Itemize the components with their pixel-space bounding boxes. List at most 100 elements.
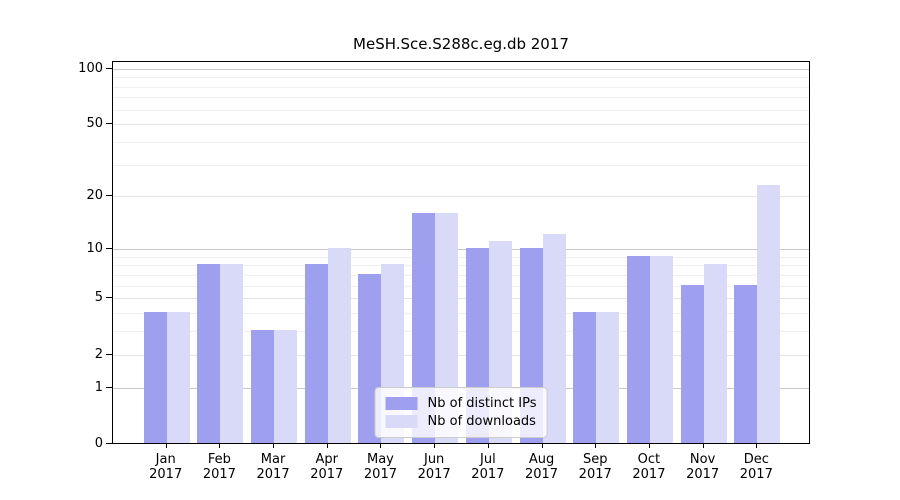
x-tick-2 <box>219 444 221 448</box>
x-tick-label-2: Feb 2017 <box>191 452 247 482</box>
x-tick-label-line: 2017 <box>256 467 290 482</box>
x-tick-label-line: 2017 <box>310 467 344 482</box>
y-tick-5 <box>106 297 112 299</box>
legend-swatch-downloads <box>385 415 418 428</box>
gridline-10 <box>113 248 809 250</box>
y-tick-label-100: 100 <box>78 60 103 76</box>
y-tick-2 <box>106 353 112 355</box>
x-tick-label-12: Dec 2017 <box>728 452 784 482</box>
bar-apr-2017-ips <box>304 264 328 443</box>
x-tick-10 <box>648 444 650 448</box>
x-tick-label-line: 2017 <box>739 467 773 482</box>
x-tick-label-3: Mar 2017 <box>245 452 301 482</box>
gridline-9 <box>113 256 809 258</box>
gridline-5 <box>113 298 809 300</box>
x-tick-label-line: Apr <box>315 452 339 467</box>
y-tick-1 <box>106 386 112 388</box>
x-tick-label-line: 2017 <box>686 467 720 482</box>
y-tick-20 <box>106 195 112 197</box>
bar-feb-2017-downloads <box>220 264 244 443</box>
bar-dec-2017-downloads <box>757 184 781 443</box>
x-tick-label-line: Nov <box>689 452 716 467</box>
bar-oct-2017-ips <box>626 255 650 443</box>
gridline-7 <box>113 274 809 276</box>
x-tick-label-7: Jul 2017 <box>460 452 516 482</box>
x-tick-label-line: 2017 <box>578 467 612 482</box>
x-tick-label-9: Sep 2017 <box>567 452 623 482</box>
x-tick-label-4: Apr 2017 <box>299 452 355 482</box>
bar-oct-2017-downloads <box>649 255 673 443</box>
x-tick-12 <box>756 444 758 448</box>
x-tick-4 <box>326 444 328 448</box>
gridline-3 <box>113 331 809 333</box>
x-tick-3 <box>273 444 275 448</box>
y-tick-100 <box>106 67 112 69</box>
gridline-80 <box>113 86 809 88</box>
x-tick-8 <box>541 444 543 448</box>
bar-nov-2017-downloads <box>703 264 727 443</box>
x-tick-9 <box>595 444 597 448</box>
x-tick-label-line: Jan <box>155 452 176 467</box>
bar-jun-2017-downloads <box>435 212 459 443</box>
gridline-8 <box>113 265 809 267</box>
x-tick-label-11: Nov 2017 <box>675 452 731 482</box>
bar-sep-2017-ips <box>573 312 597 443</box>
bar-dec-2017-ips <box>734 284 758 443</box>
gridline-70 <box>113 97 809 99</box>
gridline-20 <box>113 196 809 198</box>
bar-mar-2017-ips <box>251 330 275 443</box>
y-tick-label-0: 0 <box>94 436 103 451</box>
legend-item-downloads: Nb of downloads <box>385 414 537 429</box>
gridline-40 <box>113 141 809 143</box>
y-tick-label-5: 5 <box>94 290 103 306</box>
x-tick-label-line: Feb <box>207 452 231 467</box>
gridline-60 <box>113 109 809 111</box>
x-tick-label-line: 2017 <box>202 467 236 482</box>
legend-label-distinct-ips: Nb of distinct IPs <box>427 396 537 411</box>
x-tick-label-line: Sep <box>582 452 608 467</box>
x-tick-label-line: Dec <box>743 452 769 467</box>
plot-area: Nb of distinct IPs Nb of downloads <box>112 61 810 444</box>
x-tick-label-line: 2017 <box>524 467 559 482</box>
legend-item-distinct-ips: Nb of distinct IPs <box>385 396 537 411</box>
y-tick-10 <box>106 247 112 249</box>
gridline-6 <box>113 285 809 287</box>
x-tick-label-line: 2017 <box>471 467 505 482</box>
bar-jan-2017-downloads <box>166 312 190 443</box>
gridline-4 <box>113 313 809 315</box>
y-tick-label-20: 20 <box>86 188 103 204</box>
y-tick-label-50: 50 <box>86 116 103 132</box>
x-tick-7 <box>487 444 489 448</box>
bar-feb-2017-ips <box>197 264 221 443</box>
legend-label-downloads: Nb of downloads <box>427 414 536 429</box>
x-tick-label-line: Aug <box>528 452 555 467</box>
bar-aug-2017-downloads <box>542 234 566 443</box>
x-tick-label-1: Jan 2017 <box>138 452 194 482</box>
x-tick-label-line: 2017 <box>363 467 397 482</box>
x-tick-label-line: 2017 <box>149 467 183 482</box>
bar-mar-2017-downloads <box>274 330 298 443</box>
x-tick-label-line: Jun <box>423 452 445 467</box>
legend-swatch-distinct-ips <box>385 397 418 410</box>
bar-sep-2017-downloads <box>596 312 620 443</box>
gridline-30 <box>113 164 809 166</box>
gridline-50 <box>113 124 809 126</box>
x-tick-label-10: Oct 2017 <box>621 452 677 482</box>
x-tick-label-8: Aug 2017 <box>514 452 570 482</box>
x-tick-label-5: May 2017 <box>352 452 408 482</box>
x-tick-label-line: May <box>367 452 394 467</box>
x-tick-6 <box>434 444 436 448</box>
y-tick-50 <box>106 123 112 125</box>
bar-jan-2017-ips <box>143 312 167 443</box>
bar-nov-2017-ips <box>680 284 704 443</box>
gridline-2 <box>113 354 809 356</box>
chart-title: MeSH.Sce.S288c.eg.db 2017 <box>353 35 569 53</box>
x-tick-5 <box>380 444 382 448</box>
gridline-100 <box>113 68 809 70</box>
bar-jun-2017-ips <box>412 212 436 443</box>
y-tick-label-2: 2 <box>94 346 103 362</box>
x-tick-label-line: 2017 <box>417 467 451 482</box>
x-tick-label-line: Jul <box>480 452 496 467</box>
x-tick-label-line: Mar <box>260 452 286 467</box>
